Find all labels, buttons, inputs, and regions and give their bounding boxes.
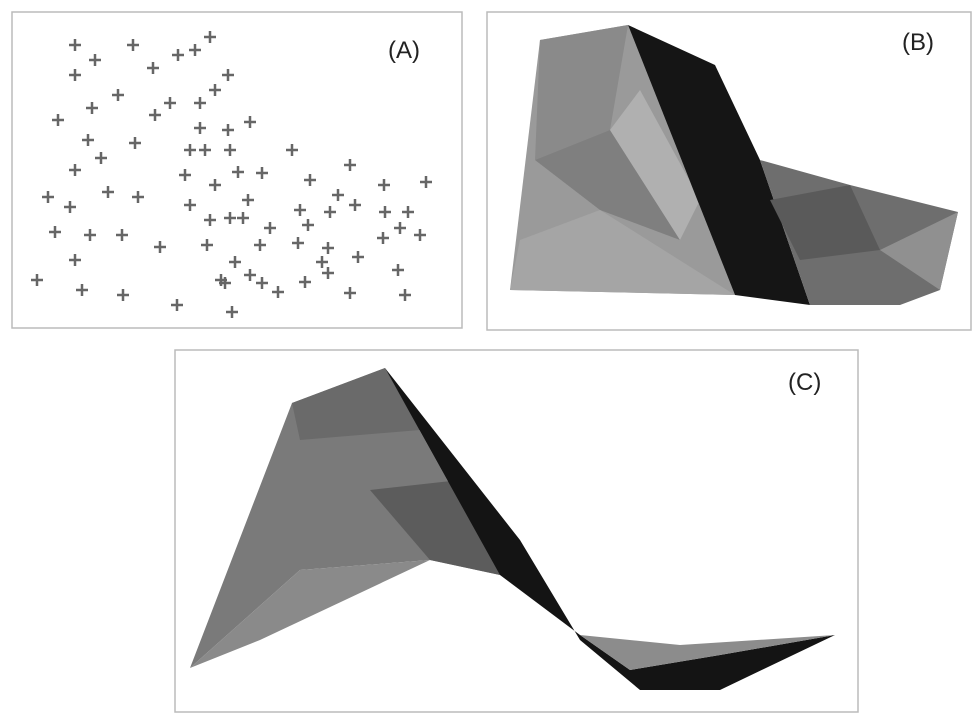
- panel-label: (A): [388, 37, 420, 64]
- panel-label: (B): [902, 29, 934, 56]
- panel-label: (C): [788, 369, 821, 396]
- page: {"panels": [{"label": "(A)"}, {"label": …: [0, 0, 973, 717]
- figure: (A) (B) (C): [0, 0, 973, 717]
